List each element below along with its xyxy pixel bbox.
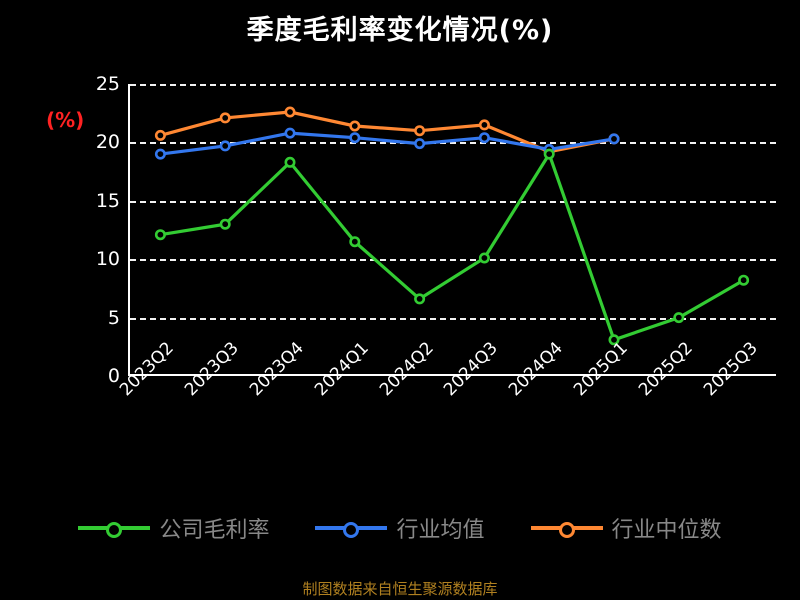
legend-label: 行业中位数 xyxy=(611,518,722,543)
y-tick-label: 10 xyxy=(95,248,120,271)
grid-line xyxy=(130,142,776,145)
series-point xyxy=(608,133,620,145)
grid-line xyxy=(130,84,776,86)
grid-line xyxy=(130,317,776,320)
series-point xyxy=(154,129,166,141)
series-point xyxy=(738,274,750,286)
legend-label: 公司毛利率 xyxy=(159,518,270,543)
y-tick-label: 20 xyxy=(95,131,120,154)
plot-area xyxy=(128,84,776,376)
series-point xyxy=(414,138,426,150)
legend-marker-icon xyxy=(558,522,575,538)
legend-swatch xyxy=(530,522,603,538)
y-tick-label: 15 xyxy=(95,189,120,212)
chart-legend: 公司毛利率 行业均值 行业中位数 xyxy=(0,512,800,544)
legend-item[interactable]: 行业均值 xyxy=(315,512,485,544)
series-line xyxy=(160,150,745,342)
series-point xyxy=(219,140,231,152)
series-point xyxy=(349,132,361,144)
series-point xyxy=(414,125,426,137)
chart-title: 季度毛利率变化情况(%) xyxy=(246,15,554,46)
legend-item[interactable]: 行业中位数 xyxy=(530,512,722,544)
series-point xyxy=(673,312,685,324)
grid-line xyxy=(130,200,776,203)
series-point xyxy=(478,252,490,264)
series-point xyxy=(284,106,296,118)
series-point xyxy=(154,229,166,241)
series-point xyxy=(219,112,231,124)
y-tick-label: 25 xyxy=(95,73,120,95)
series-point xyxy=(478,119,490,131)
y-tick-label: 5 xyxy=(107,306,120,329)
series-point xyxy=(478,132,490,144)
chart-footer: 制图数据来自恒生聚源数据库 xyxy=(302,580,498,598)
series-point xyxy=(154,148,166,160)
legend-marker-icon xyxy=(106,522,123,538)
series-point xyxy=(219,218,231,230)
grid-line xyxy=(130,259,776,262)
legend-swatch xyxy=(315,522,388,538)
legend-label: 行业均值 xyxy=(396,518,485,543)
legend-swatch xyxy=(78,522,151,538)
legend-marker-icon xyxy=(343,522,360,538)
x-axis-ticks: 2023Q2 2023Q3 2023Q4 2024Q1 2024Q2 2024Q3 2024… xyxy=(116,338,776,500)
series-point xyxy=(284,156,296,168)
series-line xyxy=(160,131,615,156)
legend-item[interactable]: 公司毛利率 xyxy=(78,512,269,544)
y-tick-label: 0 xyxy=(107,365,120,387)
series-point xyxy=(284,127,296,139)
series-point xyxy=(349,120,361,132)
series-point xyxy=(414,293,426,305)
series-point xyxy=(543,148,555,160)
series-point xyxy=(349,236,361,248)
series-point xyxy=(608,334,620,346)
y-axis-ticks: 0 5 10 15 20 25 xyxy=(74,73,120,387)
y-axis-label: (%) xyxy=(46,108,85,132)
